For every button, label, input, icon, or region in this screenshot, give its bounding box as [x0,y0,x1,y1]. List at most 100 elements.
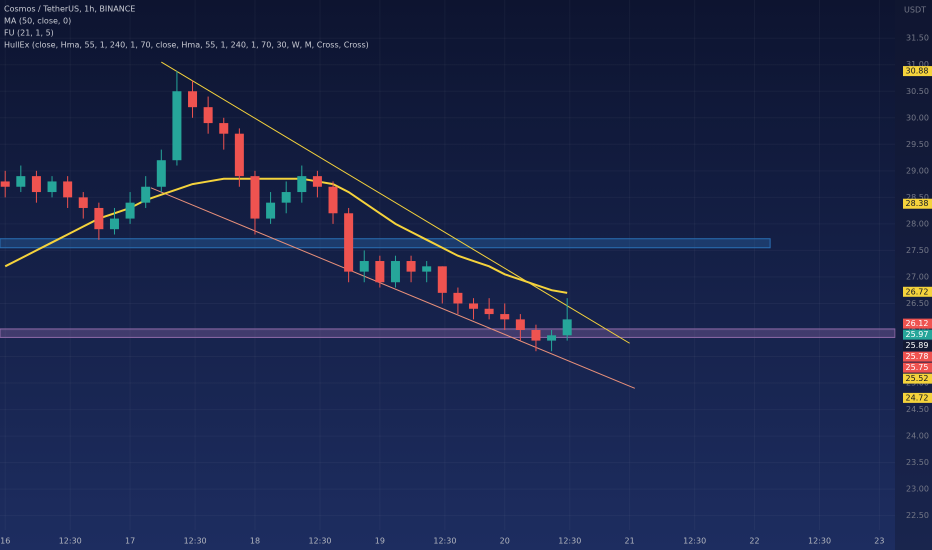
candle-body [156,160,166,187]
candle-body [47,181,57,193]
candle-body [375,261,385,283]
y-tick-label: 28.50 [906,193,929,202]
candle-body [141,186,151,203]
candle-body [109,218,119,230]
x-tick-label: 23 [874,537,884,546]
price-label-bg [903,392,932,403]
candle-body [390,261,400,283]
candle-body [297,176,307,193]
candle-body [203,107,213,124]
x-tick-label: 20 [500,537,510,546]
x-tick-label: 12:30 [59,537,82,546]
candle-body [31,176,41,193]
candle-body [16,176,26,187]
y-tick-label: 26.50 [906,299,929,308]
candle-body [453,292,463,304]
zone [0,238,771,249]
x-tick-label: 19 [375,537,385,546]
y-tick-label: 24.50 [906,405,929,414]
candle-body [422,266,432,272]
price-label-bg [903,340,932,351]
price-label: 26.72 [906,287,929,296]
y-tick-label: 29.00 [906,166,929,175]
candle-body [234,133,244,177]
price-label: 30.88 [906,67,929,76]
candle-body [469,303,479,309]
candle-body [125,202,135,219]
y-tick-label: 31.50 [906,34,929,43]
price-label: 25.52 [906,374,929,383]
price-label: 25.75 [906,363,929,372]
y-tick-label: 30.50 [906,87,929,96]
x-tick-label: 12:30 [433,537,456,546]
price-label: 25.78 [906,352,929,361]
y-tick-label: 30.00 [906,113,929,122]
x-tick-label: 12:30 [683,537,706,546]
candle-body [531,329,541,341]
candle-body [515,319,525,330]
y-tick-label: 31.00 [906,60,929,69]
candle-body [250,176,260,219]
axis-panel [895,0,932,550]
price-label-bg [903,329,932,340]
y-tick-label: 24.00 [906,432,929,441]
indicator-legend: HullEx (close, Hma, 55, 1, 240, 1, 70, c… [4,41,369,50]
candle-body [562,319,572,336]
x-tick-label: 17 [125,537,135,546]
zone [0,328,896,338]
candle-body [281,192,291,203]
y-tick-label: 27.00 [906,272,929,281]
x-tick-label: 12:30 [308,537,331,546]
y-axis-label: USDT [904,6,926,15]
candle-body [344,213,354,272]
candle-body [219,123,229,134]
y-tick-label: 27.50 [906,246,929,255]
price-label: 24.72 [906,393,929,402]
candle-body [78,197,88,208]
price-label-bg [903,351,932,362]
candle-body [328,186,338,214]
candle-body [484,308,494,315]
price-label: 28.38 [906,199,929,208]
indicator-legend: MA (50, close, 0) [4,17,71,26]
price-label-bg [903,373,932,384]
candle-body [437,266,447,293]
candle-body [172,91,182,161]
price-label-bg [903,318,932,329]
price-label: 25.97 [906,330,929,339]
x-tick-label: 22 [749,537,759,546]
candle-body [547,335,557,341]
y-tick-label: 23.00 [906,485,929,494]
candle-body [63,181,73,198]
candle-body [312,176,322,187]
candle-body [500,314,510,320]
x-tick-label: 16 [0,537,10,546]
x-tick-label: 18 [250,537,260,546]
price-label-bg [903,286,932,297]
candle-body [359,261,369,272]
trendline [150,187,636,389]
indicator-legend: FU (21, 1, 5) [4,29,54,38]
plot-area [0,61,896,389]
x-tick-label: 12:30 [558,537,581,546]
price-label: 25.89 [906,341,929,350]
y-tick-label: 28.00 [906,219,929,228]
candle-body [266,202,276,219]
y-tick-label: 23.50 [906,458,929,467]
price-label-bg [903,198,932,209]
price-label-bg [903,66,932,77]
price-label-bg [903,362,932,373]
price-label: 26.12 [906,319,929,328]
y-tick-label: 22.50 [906,511,929,520]
y-tick-label: 29.50 [906,140,929,149]
candle-body [0,181,10,187]
candle-body [94,207,104,230]
x-tick-label: 12:30 [184,537,207,546]
x-tick-label: 21 [625,537,635,546]
trendline [161,61,630,344]
x-tick-label: 12:30 [808,537,831,546]
chart-title: Cosmos / TetherUS, 1h, BINANCE [4,5,135,14]
candle-body [188,91,198,108]
